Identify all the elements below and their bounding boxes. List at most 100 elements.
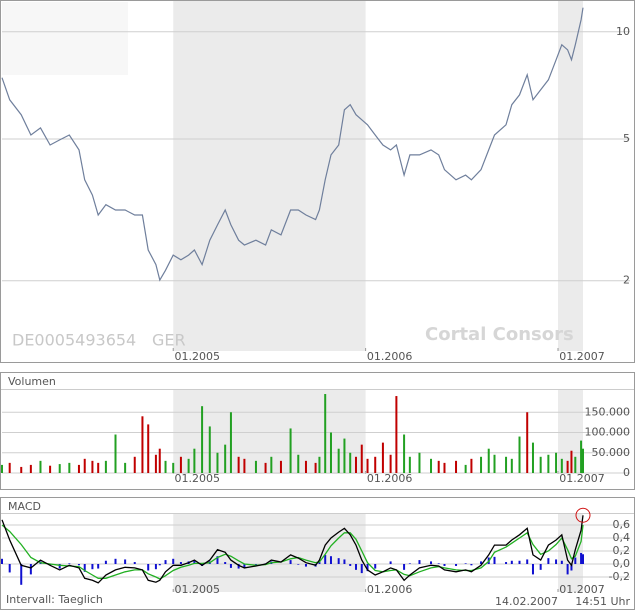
year-shading	[173, 1, 366, 351]
y-tick-label: 5	[623, 132, 630, 145]
bar	[1, 464, 3, 473]
bar	[193, 448, 196, 473]
bar	[329, 556, 332, 564]
bar	[164, 560, 167, 564]
bar	[158, 564, 161, 566]
bar	[8, 564, 11, 573]
bar	[360, 444, 363, 473]
bar	[243, 564, 246, 568]
bar	[254, 564, 257, 565]
footer-time: 14:51 Uhr	[575, 595, 630, 608]
bar	[154, 564, 157, 570]
bar	[337, 448, 340, 473]
y-tick-label: 100.000	[585, 426, 631, 439]
bar	[531, 442, 534, 473]
bar	[297, 454, 300, 473]
bar	[560, 560, 563, 564]
price-panel	[0, 0, 635, 363]
bar	[324, 394, 327, 473]
macd-line	[1, 515, 584, 584]
bar	[389, 561, 392, 564]
y-tick-label: 50.000	[592, 446, 631, 459]
watermark: GER	[152, 331, 186, 350]
bar	[164, 460, 167, 473]
bar	[133, 562, 136, 564]
bar	[547, 558, 550, 564]
bar	[97, 564, 100, 569]
y-tick-label: 0	[623, 466, 630, 479]
bar	[270, 456, 273, 473]
bar	[329, 432, 332, 473]
bar	[304, 460, 307, 473]
bar	[493, 454, 496, 473]
bar	[68, 462, 71, 473]
year-shading	[557, 1, 583, 351]
bar	[443, 462, 446, 473]
bar	[224, 562, 227, 564]
bar	[526, 412, 529, 473]
bar	[518, 436, 521, 473]
bar	[1, 558, 3, 564]
y-tick-label: 0,6	[613, 518, 631, 531]
bar	[124, 462, 127, 473]
bar	[58, 464, 61, 473]
bar	[154, 454, 157, 473]
bar	[179, 456, 182, 473]
bar	[354, 456, 357, 473]
bar	[510, 458, 513, 473]
bar	[147, 564, 150, 571]
bar	[343, 438, 346, 473]
bar	[570, 450, 573, 473]
bar	[20, 564, 23, 585]
bar	[437, 460, 440, 473]
bar	[418, 560, 421, 564]
y-tick-label: 0,4	[613, 531, 631, 544]
bar	[289, 560, 292, 564]
bar	[147, 424, 150, 473]
bar	[505, 456, 508, 473]
bar	[403, 564, 406, 570]
y-tick-label: 10	[616, 25, 630, 38]
bar	[229, 564, 232, 568]
bar	[566, 460, 569, 473]
x-tick-label: 01.2006	[367, 472, 413, 485]
bar	[49, 465, 52, 473]
bar	[114, 434, 117, 473]
x-tick-label: 01.2006	[367, 583, 413, 596]
bar	[582, 448, 584, 473]
volume-panel	[0, 372, 635, 490]
bar	[229, 412, 232, 473]
bar	[104, 460, 107, 473]
bar	[418, 452, 421, 473]
bar	[179, 562, 182, 564]
bar	[480, 456, 483, 473]
bar	[91, 564, 94, 570]
bar	[539, 456, 542, 473]
bar	[172, 462, 175, 473]
bar	[216, 556, 219, 564]
footer-date: 14.02.2007	[495, 595, 558, 608]
bar	[408, 456, 411, 473]
bar	[480, 561, 483, 564]
x-tick-label: 01.2007	[559, 350, 605, 363]
footer-interval: Intervall: Taeglich	[6, 593, 103, 606]
year-shading	[557, 514, 583, 592]
price-line	[1, 7, 584, 282]
bar	[455, 564, 458, 566]
bar	[349, 564, 352, 566]
bar	[464, 464, 467, 473]
panel-title: MACD	[8, 500, 41, 513]
bar	[158, 448, 161, 473]
bar	[337, 558, 340, 564]
bar	[39, 460, 42, 473]
bar	[172, 558, 175, 564]
bar	[83, 564, 86, 572]
y-tick-label: -0,2	[609, 570, 630, 583]
bar	[318, 562, 321, 564]
bar	[29, 564, 32, 575]
bar	[264, 462, 267, 473]
bar	[114, 558, 117, 564]
bar	[580, 440, 583, 473]
y-tick-label: 0,2	[613, 544, 631, 557]
